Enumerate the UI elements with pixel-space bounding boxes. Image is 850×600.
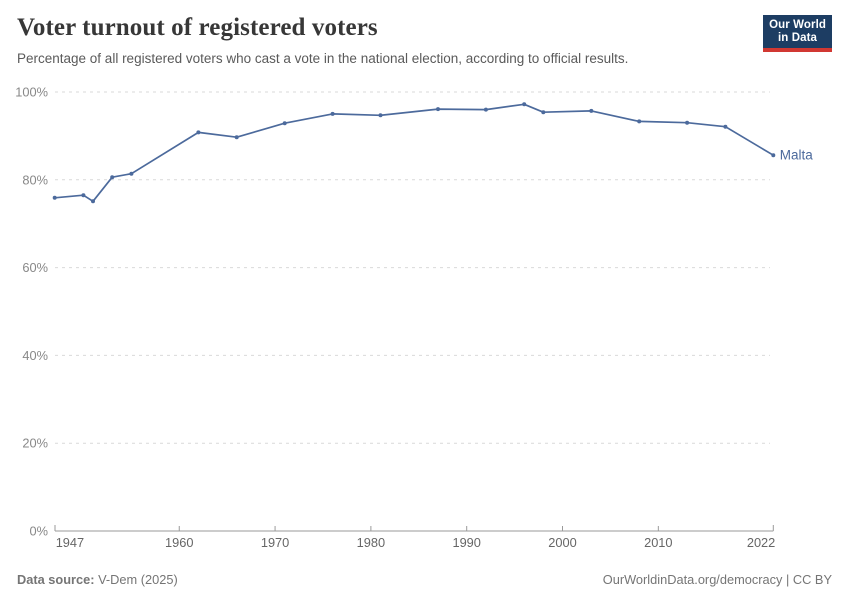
owid-logo-line2: in Data	[778, 32, 818, 44]
data-point	[234, 135, 239, 140]
x-axis-tick-label: 2010	[644, 535, 672, 550]
y-axis-tick-label: 100%	[15, 85, 48, 100]
x-axis-tick-label: 1970	[261, 535, 289, 550]
data-point	[522, 102, 527, 107]
data-point	[771, 153, 776, 158]
data-point	[378, 113, 383, 118]
chart-title: Voter turnout of registered voters	[17, 14, 378, 41]
data-point	[436, 107, 440, 112]
data-point	[91, 199, 95, 204]
data-point	[110, 175, 115, 180]
data-source-value: V-Dem (2025)	[94, 572, 178, 587]
x-axis-tick-label: 2000	[548, 535, 576, 550]
data-point	[81, 193, 86, 198]
credit-link[interactable]: OurWorldinData.org/democracy | CC BY	[602, 572, 832, 587]
y-axis-tick-label: 0%	[30, 524, 49, 539]
data-point	[196, 130, 201, 135]
y-axis-tick-label: 80%	[22, 172, 48, 187]
data-point	[589, 108, 594, 113]
y-axis-tick-label: 40%	[22, 348, 48, 363]
x-axis-tick-label: 2022	[747, 535, 775, 550]
owid-logo[interactable]: Our World in Data	[763, 15, 832, 52]
data-source-note: Data source: V-Dem (2025)	[17, 572, 178, 587]
data-point	[330, 111, 335, 116]
series-line	[53, 103, 775, 203]
data-point	[483, 107, 488, 112]
x-axis-tick-label: 1980	[357, 535, 385, 550]
data-point	[52, 195, 57, 200]
data-source-label: Data source:	[17, 572, 95, 587]
data-point	[685, 120, 690, 125]
y-axis-tick-label: 20%	[22, 436, 48, 451]
data-point	[129, 171, 134, 176]
x-axis-tick-label: 1990	[452, 535, 480, 550]
owid-logo-line1: Our World	[769, 19, 826, 31]
data-point	[541, 110, 546, 115]
data-point	[637, 119, 642, 124]
x-axis-tick-label: 1947	[56, 535, 84, 550]
chart-subtitle: Percentage of all registered voters who …	[17, 51, 629, 66]
x-axis-tick-label: 1960	[165, 535, 193, 550]
data-point	[723, 124, 728, 129]
data-point	[282, 121, 287, 126]
y-axis-tick-label: 60%	[22, 260, 48, 275]
series-end-label: Malta	[780, 148, 814, 163]
